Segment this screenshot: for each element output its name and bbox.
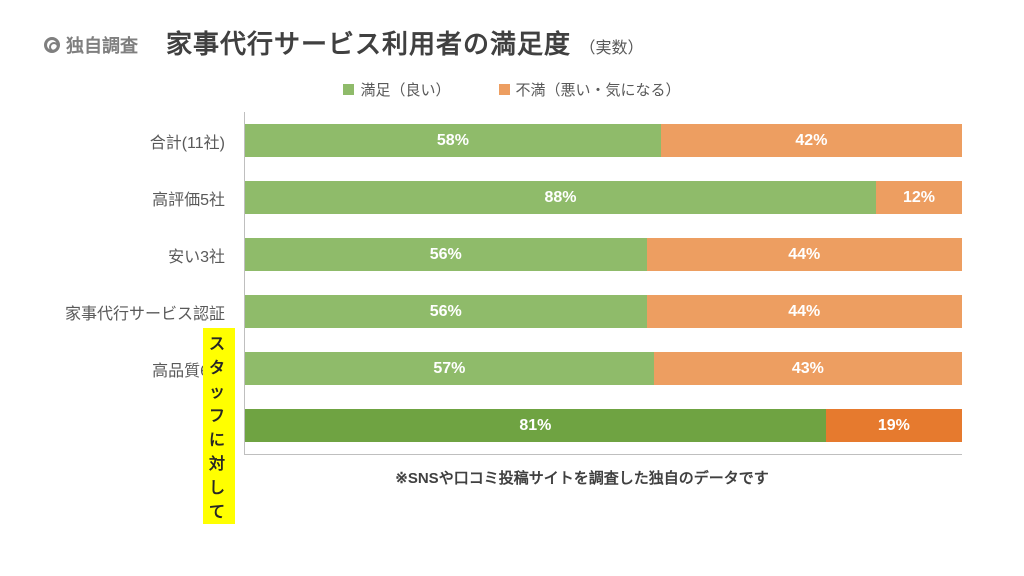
legend-dissatisfied: 不満（悪い・気になる） xyxy=(499,79,681,100)
segment-dissatisfied: 44% xyxy=(647,238,962,271)
chart-title-sub: （実数） xyxy=(579,40,643,57)
segment-dissatisfied: 44% xyxy=(647,295,962,328)
segment-dissatisfied: 19% xyxy=(826,409,962,442)
target-icon xyxy=(44,37,60,53)
chart-title: 家事代行サービス利用者の満足度 xyxy=(166,29,571,59)
segment-satisfied: 81% xyxy=(245,409,826,442)
bar: 57%43% xyxy=(245,352,962,385)
segment-satisfied: 57% xyxy=(245,352,654,385)
chart-row: 家事代行サービス認証56%44% xyxy=(245,283,962,340)
bar: 56%44% xyxy=(245,295,962,328)
badge-text: 独自調査 xyxy=(66,32,138,58)
bar: 58%42% xyxy=(245,124,962,157)
bar: 88%12% xyxy=(245,181,962,214)
segment-satisfied: 56% xyxy=(245,295,647,328)
row-label: 合計(11社) xyxy=(35,129,235,153)
chart-row: スタッフに対して81%19% xyxy=(245,397,962,454)
segment-satisfied: 56% xyxy=(245,238,647,271)
swatch-dissatisfied xyxy=(499,84,510,95)
bar: 81%19% xyxy=(245,409,962,442)
bar: 56%44% xyxy=(245,238,962,271)
title-wrap: 家事代行サービス利用者の満足度 （実数） xyxy=(166,24,643,61)
survey-badge: 独自調査 xyxy=(44,32,138,58)
chart-row: 安い3社56%44% xyxy=(245,226,962,283)
swatch-satisfied xyxy=(343,84,354,95)
chart-row: 合計(11社)58%42% xyxy=(245,112,962,169)
segment-dissatisfied: 42% xyxy=(661,124,962,157)
header: 独自調査 家事代行サービス利用者の満足度 （実数） xyxy=(44,24,980,61)
footnote: ※SNSや口コミ投稿サイトを調査した独自のデータです xyxy=(184,467,980,488)
legend-satisfied-label: 満足（良い） xyxy=(360,79,450,100)
legend: 満足（良い） 不満（悪い・気になる） xyxy=(44,79,980,100)
row-label: 高評価5社 xyxy=(35,186,235,210)
segment-satisfied: 58% xyxy=(245,124,661,157)
row-label: スタッフに対して xyxy=(203,328,235,524)
legend-dissatisfied-label: 不満（悪い・気になる） xyxy=(516,79,681,100)
row-label: 安い3社 xyxy=(35,243,235,267)
segment-dissatisfied: 43% xyxy=(654,352,962,385)
segment-dissatisfied: 12% xyxy=(876,181,962,214)
chart-row: 高評価5社88%12% xyxy=(245,169,962,226)
segment-satisfied: 88% xyxy=(245,181,876,214)
legend-satisfied: 満足（良い） xyxy=(343,79,450,100)
stacked-bar-chart: 合計(11社)58%42%高評価5社88%12%安い3社56%44%家事代行サー… xyxy=(244,112,962,455)
row-label: 家事代行サービス認証 xyxy=(35,300,235,324)
chart-row: 高品質6社57%43% xyxy=(245,340,962,397)
